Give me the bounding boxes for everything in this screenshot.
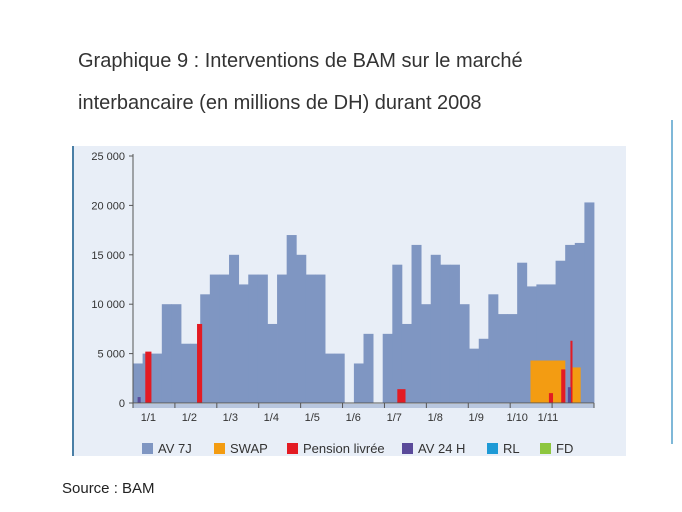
- x-tick-label: 1/9: [469, 412, 484, 424]
- bar-av7j: [238, 284, 249, 403]
- bar-pension-livr-e: [548, 393, 554, 403]
- bar-av7j: [277, 274, 288, 403]
- bar-av7j: [209, 274, 220, 403]
- bar-av7j: [257, 274, 268, 403]
- bar-av7j: [478, 338, 489, 403]
- bar-av7j: [296, 254, 307, 403]
- bar-av-24-h: [137, 397, 141, 403]
- bar-av-24-h: [567, 387, 571, 403]
- legend-swatch: [214, 443, 225, 454]
- x-tick-label: 1/7: [387, 412, 402, 424]
- bar-av7j: [248, 274, 259, 403]
- y-tick-label: 25 000: [91, 151, 125, 163]
- legend-swatch: [142, 443, 153, 454]
- bar-av7j: [555, 260, 566, 403]
- x-tick-label: 1/3: [223, 412, 238, 424]
- bar-swap: [530, 360, 566, 403]
- bar-av7j: [363, 333, 374, 403]
- legend-label: FD: [556, 441, 573, 456]
- legend-swatch: [287, 443, 298, 454]
- bar-swap: [570, 367, 581, 403]
- legend-swatch: [540, 443, 551, 454]
- y-tick-label: 0: [119, 398, 125, 410]
- bar-av7j: [161, 304, 172, 403]
- legend-label: AV 7J: [158, 441, 192, 456]
- bar-av7j: [440, 264, 451, 403]
- bar-av7j: [411, 244, 422, 403]
- bar-av7j: [536, 284, 547, 403]
- x-tick-label: 1/6: [346, 412, 361, 424]
- y-tick-label: 20 000: [91, 200, 125, 212]
- bar-av7j: [507, 314, 518, 403]
- bar-av7j: [401, 323, 412, 403]
- bar-av7j: [267, 323, 278, 403]
- bar-av7j: [382, 333, 393, 403]
- legend-label: AV 24 H: [418, 441, 465, 456]
- x-tick-label: 1/2: [182, 412, 197, 424]
- bar-av7j: [353, 363, 364, 403]
- y-tick-label: 5 000: [97, 349, 125, 361]
- bar-av7j: [181, 343, 192, 403]
- bar-av7j: [459, 304, 470, 403]
- bar-av7j: [545, 284, 556, 403]
- bar-av7j: [152, 353, 163, 403]
- bar-av7j: [133, 363, 143, 403]
- bar-av7j: [584, 202, 595, 403]
- bar-pension-livr-e: [397, 389, 406, 403]
- bar-av7j: [488, 294, 499, 403]
- bar-av7j: [430, 254, 441, 403]
- bar-pension-livr-e: [561, 369, 566, 403]
- chart-title-line-2: interbancaire (en millions de DH) durant…: [78, 92, 482, 114]
- bar-av7j: [190, 343, 201, 403]
- bar-av7j: [315, 274, 326, 403]
- bar-av7j: [497, 314, 508, 403]
- bar-av7j: [565, 244, 576, 403]
- bar-av7j: [305, 274, 316, 403]
- bar-av7j: [449, 264, 460, 403]
- bar-av7j: [421, 304, 432, 403]
- bar-av7j: [219, 274, 230, 403]
- chart-title-line-1: Graphique 9 : Interventions de BAM sur l…: [78, 50, 523, 72]
- bar-av7j: [325, 353, 336, 403]
- bar-pension-livr-e: [145, 351, 152, 403]
- bar-av7j: [334, 353, 345, 403]
- x-tick-label: 1/1: [141, 412, 156, 424]
- bar-av7j: [171, 304, 182, 403]
- bar-av7j: [526, 286, 537, 403]
- y-tick-label: 10 000: [91, 299, 125, 311]
- legend-swatch: [402, 443, 413, 454]
- x-tick-label: 1/11: [538, 412, 559, 424]
- x-tick-label: 1/5: [305, 412, 320, 424]
- bar-av7j: [229, 254, 240, 403]
- x-tick-label: 1/8: [428, 412, 443, 424]
- legend-swatch: [487, 443, 498, 454]
- bar-av7j: [392, 264, 403, 403]
- y-tick-label: 15 000: [91, 250, 125, 262]
- chart-title: Graphique 9 : Interventions de BAM sur l…: [78, 40, 638, 124]
- bar-pension-livr-e: [570, 340, 573, 403]
- x-tick-label: 1/4: [264, 412, 279, 424]
- legend-label: RL: [503, 441, 520, 456]
- bar-pension-livr-e: [197, 323, 203, 403]
- bar-av7j: [200, 294, 211, 403]
- source-note: Source : BAM: [62, 480, 155, 497]
- bar-av7j: [469, 348, 480, 403]
- bar-av7j: [574, 242, 585, 403]
- legend-label: Pension livrée: [303, 441, 385, 456]
- bar-av7j: [517, 262, 528, 403]
- x-tick-label: 1/10: [506, 412, 527, 424]
- bar-av7j: [286, 235, 297, 403]
- x-axis-band: [133, 404, 594, 408]
- legend-label: SWAP: [230, 441, 268, 456]
